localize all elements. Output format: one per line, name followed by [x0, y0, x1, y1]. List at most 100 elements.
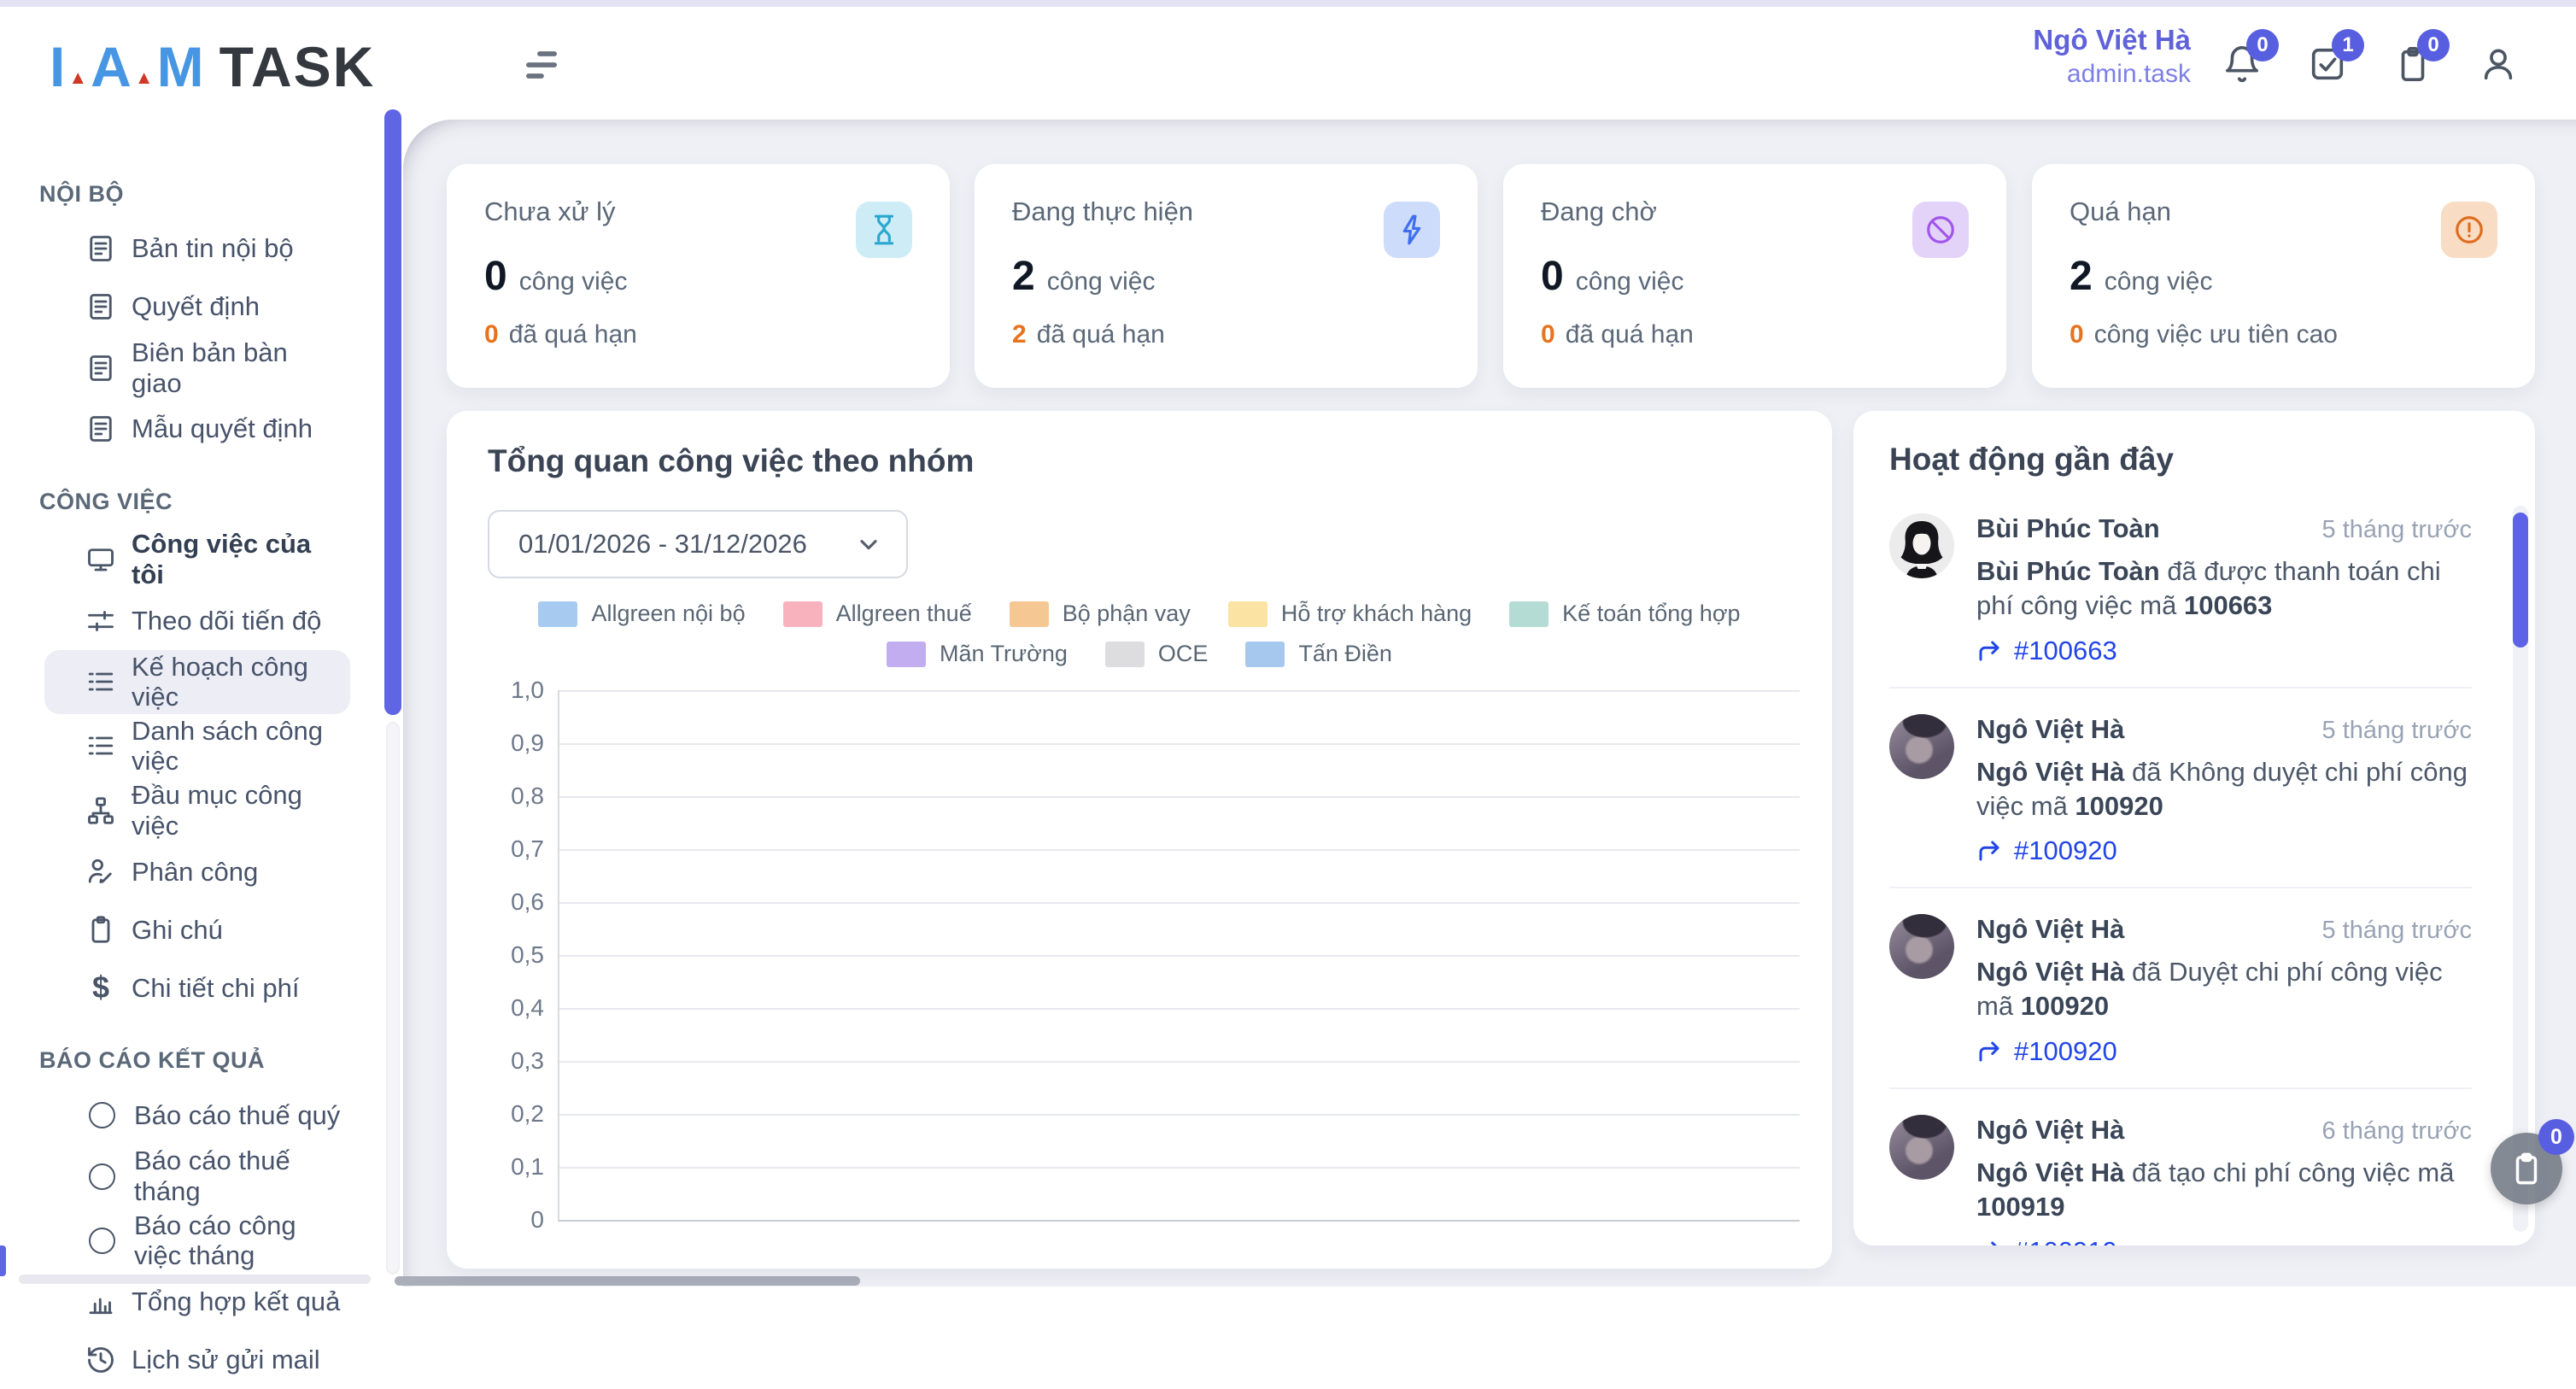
activity-task-link[interactable]: #100920	[1976, 835, 2472, 866]
sidebar-scrollbar-thumb[interactable]	[384, 109, 401, 715]
user-pen-icon	[85, 856, 116, 887]
sidebar-item-ban-tin-noi-bo[interactable]: Bản tin nội bộ	[44, 220, 350, 278]
sidebar-item-dau-muc-cong-viec[interactable]: Đầu mục công việc	[44, 778, 350, 842]
news-icon	[85, 291, 116, 322]
activity-task-link[interactable]: #100919	[1976, 1236, 2472, 1245]
profile-button[interactable]	[2479, 44, 2518, 84]
clipboard-button[interactable]: 0	[2393, 29, 2450, 84]
stat-card-dang-thuc-hien[interactable]: Đang thực hiện 2 công việc 2 đã quá hạn	[975, 164, 1478, 388]
stat-count: 2	[2070, 254, 2093, 299]
legend-swatch	[1227, 601, 1268, 627]
menu-toggle-icon[interactable]	[519, 43, 564, 87]
stat-sub-label: đã quá hạn	[1565, 320, 1694, 349]
legend-item[interactable]: Kế toán tổng hợp	[1509, 601, 1741, 627]
sidebar-item-ghi-chu[interactable]: Ghi chú	[44, 900, 350, 958]
sidebar-item-cong-viec-cua-toi[interactable]: Công việc của tôi	[44, 527, 350, 591]
logo-dot-icon: ▲	[68, 67, 88, 88]
sidebar-item-mau-quyet-dinh[interactable]: Mẫu quyết định	[44, 400, 350, 458]
stat-sub-value: 2	[1012, 320, 1027, 349]
header-actions: 0 1 0	[2222, 29, 2518, 84]
user-name: Ngô Việt Hà	[2033, 24, 2191, 56]
date-range-select[interactable]: 01/01/2026 - 31/12/2026	[488, 510, 908, 578]
legend-item[interactable]: Allgreen thuế	[782, 601, 972, 627]
logo-letter: I	[50, 35, 66, 98]
activity-item[interactable]: Ngô Việt Hà 5 tháng trước Ngô Việt Hà đã…	[1889, 686, 2472, 888]
left-scroll-indicator	[0, 1245, 6, 1276]
list-icon	[85, 730, 116, 761]
legend-swatch	[1509, 601, 1549, 627]
stat-title: Quá hạn	[2070, 196, 2171, 226]
activity-time: 6 tháng trước	[2321, 1116, 2472, 1145]
stat-sub-label: đã quá hạn	[508, 320, 637, 349]
approvals-badge: 1	[2332, 29, 2364, 62]
y-axis-tick: 0,9	[511, 730, 544, 756]
activity-item[interactable]: Ngô Việt Hà 6 tháng trước Ngô Việt Hà đã…	[1889, 1087, 2472, 1245]
activity-item[interactable]: Bùi Phúc Toàn 5 tháng trước Bùi Phúc Toà…	[1889, 495, 2472, 687]
legend-swatch	[1009, 601, 1049, 627]
clipboard-badge: 0	[2417, 29, 2450, 62]
y-axis-tick: 0	[530, 1206, 544, 1233]
sidebar-item-lich-su-gui-mail[interactable]: Lịch sử gửi mail	[44, 1331, 350, 1389]
activity-task-link[interactable]: #100920	[1976, 1036, 2472, 1067]
activity-scrollbar-track[interactable]	[2513, 506, 2528, 1232]
legend-item[interactable]: Bộ phận vay	[1009, 601, 1191, 627]
stat-title: Đang chờ	[1541, 196, 1657, 226]
circle-icon	[89, 1227, 115, 1254]
sidebar-horizontal-scrollbar[interactable]	[19, 1275, 371, 1284]
sidebar-item-ke-hoach-cong-viec[interactable]: Kế hoạch công việc	[44, 649, 350, 714]
sidebar-item-theo-doi-tien-do[interactable]: Theo dõi tiến độ	[44, 592, 350, 650]
legend-item[interactable]: Tấn Điền	[1245, 641, 1392, 667]
stat-title: Đang thực hiện	[1012, 196, 1194, 226]
sidebar-item-bao-cao-cong-viec-thang[interactable]: Báo cáo công việc tháng	[44, 1209, 350, 1273]
legend-item[interactable]: Mãn Trường	[887, 641, 1068, 667]
floating-button-badge: 0	[2538, 1119, 2574, 1155]
stat-count-label: công việc	[1575, 267, 1684, 296]
logo-letter: M	[156, 35, 204, 98]
stat-card-dang-cho[interactable]: Đang chờ 0 công việc 0 đã quá hạn	[1503, 164, 2006, 388]
legend-swatch	[1245, 641, 1285, 667]
stat-card-chua-xu-ly[interactable]: Chưa xử lý 0 công việc 0 đã quá hạn	[447, 164, 950, 388]
sidebar-item-chi-tiet-chi-phi[interactable]: $ Chi tiết chi phí	[44, 958, 350, 1017]
activity-time: 5 tháng trước	[2321, 516, 2472, 543]
y-axis-tick: 0,6	[511, 888, 544, 915]
main-horizontal-scrollbar[interactable]	[395, 1276, 860, 1286]
history-icon	[85, 1345, 116, 1375]
y-axis-tick: 1,0	[511, 677, 544, 703]
logo-word: TASK	[219, 35, 376, 98]
activity-text: Ngô Việt Hà đã Không duyệt chi phí công …	[1976, 756, 2468, 821]
sidebar-item-phan-cong[interactable]: Phân công	[44, 842, 350, 900]
stat-count: 0	[1541, 254, 1564, 299]
activity-time: 5 tháng trước	[2321, 716, 2472, 744]
news-icon	[85, 353, 116, 384]
sidebar-item-bao-cao-thue-quy[interactable]: Báo cáo thuế quý	[44, 1086, 350, 1144]
stat-title: Chưa xử lý	[484, 196, 616, 226]
app-logo[interactable]: I ▲ A ▲ M TASK	[50, 34, 375, 99]
legend-item[interactable]: Allgreen nội bộ	[538, 601, 746, 627]
sidebar-item-bao-cao-thue-thang[interactable]: Báo cáo thuế tháng	[44, 1144, 350, 1208]
legend-item[interactable]: OCE	[1104, 641, 1208, 667]
activity-item[interactable]: Ngô Việt Hà 5 tháng trước Ngô Việt Hà đã…	[1889, 887, 2472, 1087]
stat-card-qua-han[interactable]: Quá hạn 2 công việc 0 công việc ưu tiên …	[2032, 164, 2535, 388]
legend-item[interactable]: Hỗ trợ khách hàng	[1227, 601, 1472, 627]
sidebar-item-bien-ban-ban-giao[interactable]: Biên bản bàn giao	[44, 336, 350, 400]
stat-count: 0	[484, 254, 507, 299]
notifications-button[interactable]: 0	[2222, 29, 2279, 84]
activity-task-link[interactable]: #100663	[1976, 636, 2472, 666]
corner-up-right-icon	[1976, 838, 2002, 864]
corner-up-right-icon	[1976, 1039, 2002, 1064]
list-icon	[85, 666, 116, 697]
activity-user-name: Ngô Việt Hà	[1976, 914, 2125, 945]
activity-scrollbar-thumb[interactable]	[2513, 513, 2528, 648]
stat-sub-value: 0	[2070, 320, 2084, 349]
sidebar-item-danh-sach-cong-viec[interactable]: Danh sách công việc	[44, 714, 350, 778]
approvals-button[interactable]: 1	[2308, 29, 2364, 84]
monitor-icon	[85, 544, 116, 575]
stat-count: 2	[1012, 254, 1035, 299]
corner-up-right-icon	[1976, 1239, 2002, 1245]
activity-text: Ngô Việt Hà đã tạo chi phí công việc mã …	[1976, 1157, 2455, 1222]
sidebar-item-quyet-dinh[interactable]: Quyết định	[44, 278, 350, 336]
user-info[interactable]: Ngô Việt Hà admin.task	[2033, 22, 2191, 91]
sidebar-scrollbar-track[interactable]	[386, 722, 400, 1275]
chart-card: Tổng quan công việc theo nhóm 01/01/2026…	[447, 411, 1832, 1269]
sliders-icon	[85, 606, 116, 636]
